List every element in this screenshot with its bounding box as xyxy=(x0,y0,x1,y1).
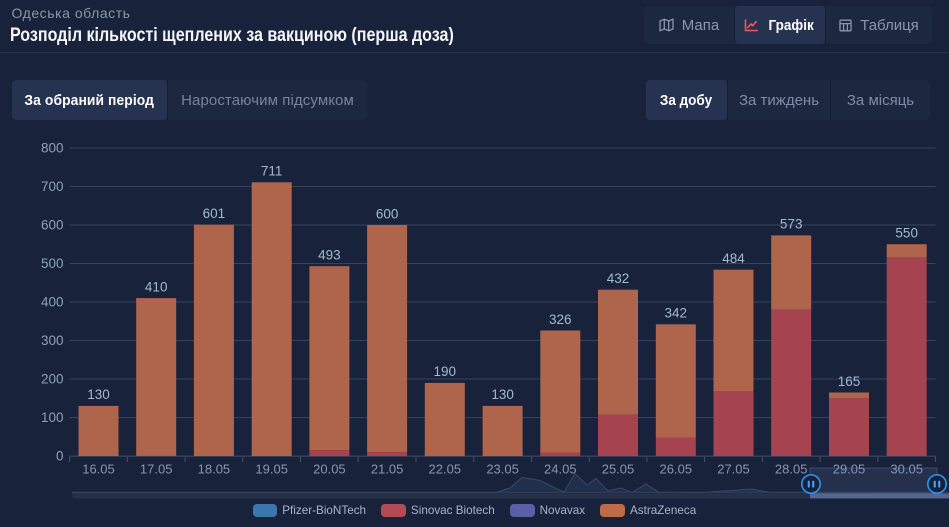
svg-text:400: 400 xyxy=(41,295,64,310)
svg-text:165: 165 xyxy=(838,374,861,389)
svg-text:601: 601 xyxy=(203,206,226,221)
svg-text:700: 700 xyxy=(41,179,64,194)
svg-text:19.05: 19.05 xyxy=(255,461,288,476)
svg-text:24.05: 24.05 xyxy=(544,461,577,476)
svg-text:550: 550 xyxy=(895,226,918,241)
svg-text:484: 484 xyxy=(722,251,745,266)
svg-text:29.05: 29.05 xyxy=(833,461,866,476)
svg-text:27.05: 27.05 xyxy=(717,461,750,476)
svg-text:30.05: 30.05 xyxy=(890,461,923,476)
svg-text:800: 800 xyxy=(41,141,64,156)
svg-text:16.05: 16.05 xyxy=(82,461,115,476)
svg-text:432: 432 xyxy=(607,271,630,286)
svg-text:326: 326 xyxy=(549,312,572,327)
svg-text:100: 100 xyxy=(41,410,64,425)
svg-text:28.05: 28.05 xyxy=(775,461,808,476)
svg-text:21.05: 21.05 xyxy=(371,461,404,476)
svg-text:573: 573 xyxy=(780,217,803,232)
svg-text:18.05: 18.05 xyxy=(198,461,231,476)
svg-text:23.05: 23.05 xyxy=(486,461,519,476)
svg-text:600: 600 xyxy=(41,218,64,233)
svg-text:20.05: 20.05 xyxy=(313,461,346,476)
svg-text:300: 300 xyxy=(41,333,64,348)
svg-text:130: 130 xyxy=(491,387,514,402)
svg-text:0: 0 xyxy=(56,449,64,464)
svg-text:200: 200 xyxy=(41,372,64,387)
svg-text:17.05: 17.05 xyxy=(140,461,173,476)
svg-text:493: 493 xyxy=(318,248,341,263)
svg-text:711: 711 xyxy=(261,164,283,179)
svg-text:25.05: 25.05 xyxy=(602,461,635,476)
svg-text:26.05: 26.05 xyxy=(660,461,693,476)
svg-text:22.05: 22.05 xyxy=(429,461,462,476)
svg-text:500: 500 xyxy=(41,256,64,271)
svg-text:190: 190 xyxy=(434,364,457,379)
svg-text:600: 600 xyxy=(376,206,399,221)
svg-text:130: 130 xyxy=(87,387,110,402)
svg-text:342: 342 xyxy=(665,306,688,321)
svg-text:410: 410 xyxy=(145,279,168,294)
